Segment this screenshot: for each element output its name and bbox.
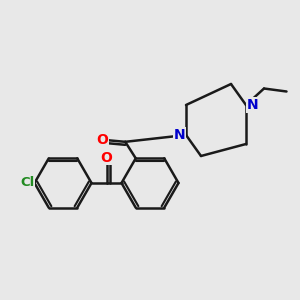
Text: N: N: [247, 98, 258, 112]
Text: N: N: [174, 128, 185, 142]
Text: Cl: Cl: [20, 176, 34, 190]
Text: O: O: [100, 151, 112, 165]
Text: O: O: [96, 133, 108, 147]
